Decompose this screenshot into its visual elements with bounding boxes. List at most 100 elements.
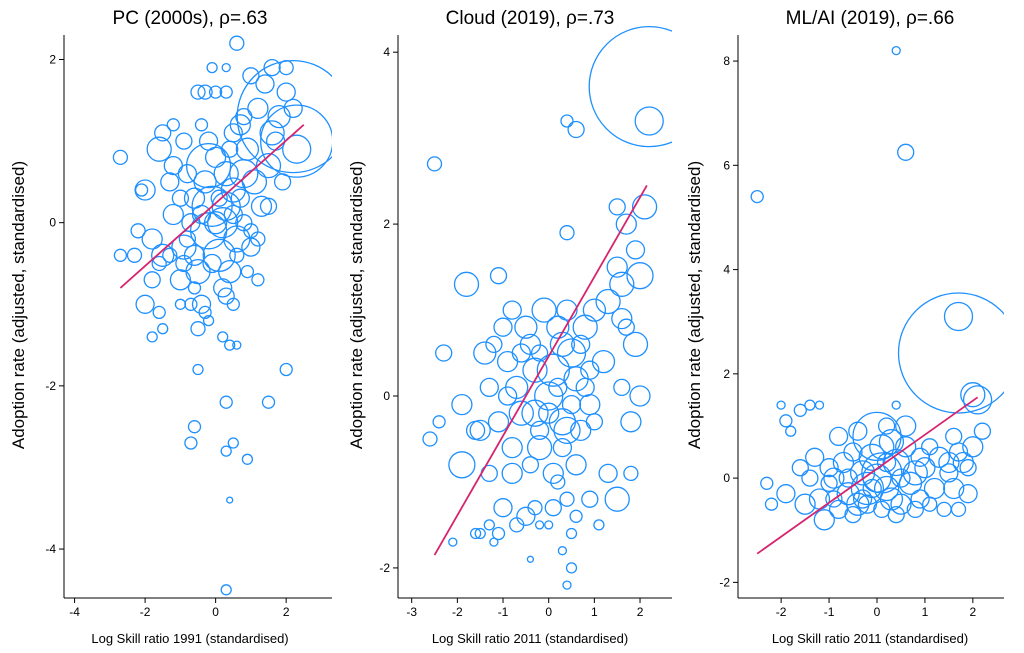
data-point (502, 300, 522, 320)
data-point (469, 419, 491, 442)
data-point (591, 349, 616, 374)
data-point (112, 149, 129, 166)
y-tick-label: 0 (383, 389, 390, 403)
data-point (598, 463, 618, 484)
data-point (250, 195, 273, 217)
data-point (448, 537, 458, 547)
data-point (210, 189, 228, 207)
data-point (522, 357, 548, 383)
data-point (623, 465, 639, 482)
data-point (534, 381, 564, 411)
y-axis-label-pc: Adoption rate (adjusted, standardised) (9, 161, 28, 449)
data-point (493, 498, 513, 518)
data-point (776, 400, 786, 410)
data-point (493, 317, 513, 337)
data-point (134, 183, 149, 197)
data-point (804, 399, 816, 411)
data-point (202, 314, 215, 327)
data-point (585, 413, 604, 431)
data-point (620, 411, 642, 433)
data-point (622, 331, 649, 358)
data-point (496, 350, 519, 373)
data-point (197, 84, 213, 100)
data-point (561, 394, 582, 415)
fit-pc (119, 124, 305, 289)
data-point (891, 400, 901, 410)
x-tick-label: 0 (545, 605, 552, 619)
data-point (526, 555, 535, 563)
data-point (151, 255, 167, 272)
data-point (805, 447, 825, 467)
data-point (473, 341, 497, 365)
data-point (184, 297, 198, 311)
y-tick-label: 0 (723, 471, 730, 485)
data-point (958, 484, 978, 504)
data-point (213, 161, 239, 187)
x-tick-label: 2 (283, 605, 290, 619)
data-point (226, 297, 240, 311)
data-point (267, 104, 291, 129)
data-point (848, 421, 868, 441)
data-point (192, 363, 204, 376)
data-point (152, 305, 166, 320)
x-tick-label: -2 (140, 605, 151, 619)
data-point (570, 419, 592, 442)
data-point (169, 269, 192, 291)
data-point (560, 114, 574, 128)
data-point (251, 273, 265, 287)
data-point (943, 301, 974, 332)
data-point (113, 248, 128, 262)
data-point (557, 546, 568, 556)
data-point (849, 460, 876, 486)
data-point (544, 520, 554, 530)
data-point (166, 118, 180, 132)
data-point (261, 395, 276, 409)
data-point (544, 499, 562, 517)
data-point (608, 198, 626, 216)
data-point (556, 299, 578, 321)
points-pc (112, 35, 332, 596)
data-point (177, 164, 198, 184)
data-point (160, 172, 180, 192)
x-tick-label: 1 (591, 605, 598, 619)
data-point (801, 469, 819, 487)
data-point (198, 305, 212, 320)
data-point (959, 459, 977, 477)
data-point (565, 454, 587, 476)
data-point (579, 393, 601, 416)
data-point (776, 484, 796, 504)
y-tick-label: 0 (49, 216, 56, 230)
data-point (187, 420, 202, 434)
data-point (565, 527, 578, 540)
data-point (217, 331, 229, 343)
data-point (828, 426, 849, 447)
data-point (279, 362, 293, 377)
data-point (550, 474, 566, 490)
panel-pc: PC (2000s), ρ=.63 Adoption rate (adjuste… (9, 8, 332, 646)
data-point (187, 281, 202, 295)
data-point (202, 253, 222, 274)
data-point (146, 136, 172, 162)
x-tick-label: -4 (69, 605, 80, 619)
data-point (567, 120, 585, 139)
data-point (448, 451, 476, 479)
data-point (208, 85, 223, 99)
data-point (973, 422, 992, 440)
data-point (465, 420, 486, 441)
data-point (814, 400, 825, 410)
data-point (526, 434, 553, 461)
y-tick-label: 4 (723, 263, 730, 277)
data-point (878, 428, 905, 455)
data-point (422, 431, 438, 447)
data-point (219, 85, 233, 99)
data-point (178, 230, 197, 248)
x-axis-label-mlai: Log Skill ratio 2011 (standardised) (772, 631, 968, 646)
data-point (922, 496, 938, 512)
data-point (914, 457, 936, 479)
data-point (235, 137, 260, 161)
data-point (625, 240, 646, 260)
data-point (154, 124, 172, 142)
data-point (527, 500, 543, 516)
data-point (813, 509, 835, 531)
data-point (474, 527, 486, 540)
